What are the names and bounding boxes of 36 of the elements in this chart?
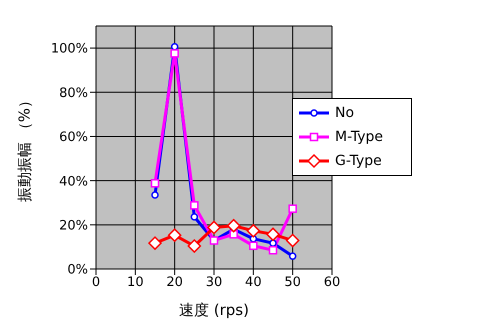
point [268,246,278,254]
legend-label: M-Type [335,129,384,145]
x-tick-label: 50 [284,275,301,290]
y-tick-label: 0% [67,262,88,278]
x-tick-label: 60 [324,275,340,290]
point [207,220,221,234]
point [168,228,182,242]
y-tick-label: 60% [59,130,88,146]
point [288,252,296,260]
x-tick-label: 40 [245,275,262,290]
point [151,191,159,199]
x-tick-label: 30 [206,275,222,290]
y-tick-label: 20% [59,218,88,234]
point [190,201,199,210]
point [226,218,240,232]
point [190,213,198,221]
y-tick-label: 100% [50,42,88,57]
x-tick-label: 10 [127,275,144,290]
point [148,236,162,250]
point [288,204,297,213]
point [170,49,179,58]
legend-label: G-Type [335,153,382,169]
x-tick-label: 20 [166,275,183,290]
x-axis-title: 速度 (rps) [179,301,249,319]
point [188,239,202,253]
point [286,234,300,248]
point [150,179,160,188]
y-tick-label: 40% [59,174,88,190]
legend-label: No [335,105,354,121]
point [249,242,258,250]
point [266,228,280,242]
point [246,224,260,238]
y-axis-title: 振動振幅 （%） [15,92,34,202]
x-tick-label: 0 [92,275,100,290]
point [229,230,238,239]
y-tick-label: 80% [59,86,88,101]
